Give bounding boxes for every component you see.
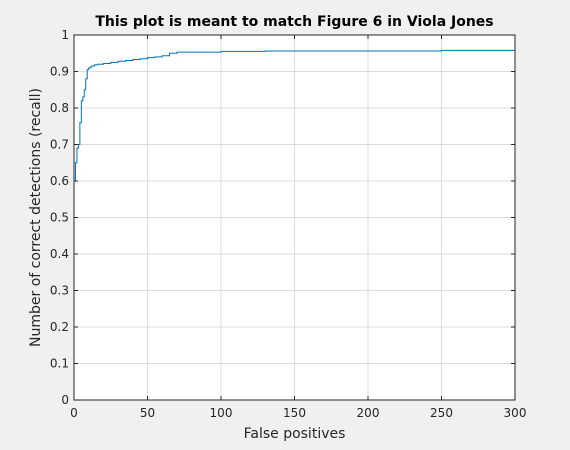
recall-curve <box>73 49 515 400</box>
y-tick-label: 0.1 <box>50 357 69 371</box>
y-tick-label: 0.7 <box>50 138 69 152</box>
x-axis-label: False positives <box>244 426 346 442</box>
x-tick-label: 50 <box>140 406 155 420</box>
y-tick-label: 0.8 <box>50 101 69 115</box>
y-tick-label: 0.9 <box>50 65 69 79</box>
y-tick-label: 1 <box>61 28 69 42</box>
x-tick-label: 0 <box>70 406 78 420</box>
y-tick-label: 0 <box>61 393 69 407</box>
x-tick-label: 300 <box>504 406 527 420</box>
y-tick-label: 0.4 <box>50 247 69 261</box>
ticks: 0 50 100 150 200 250 300 0 0.1 0.2 0.3 0.4 0.5 0.6 0.7… <box>50 28 527 420</box>
y-tick-label: 0.6 <box>50 174 69 188</box>
x-tick-label: 150 <box>283 406 306 420</box>
x-tick-label: 250 <box>430 406 453 420</box>
y-tick-label: 0.3 <box>50 284 69 298</box>
y-tick-label: 0.5 <box>50 211 69 225</box>
y-axis-label: Number of correct detections (recall) <box>28 88 44 347</box>
chart-title: This plot is meant to match Figure 6 in … <box>95 14 493 30</box>
series-layer <box>73 49 515 400</box>
x-tick-label: 200 <box>357 406 380 420</box>
x-tick-label: 100 <box>210 406 233 420</box>
y-tick-label: 0.2 <box>50 320 69 334</box>
